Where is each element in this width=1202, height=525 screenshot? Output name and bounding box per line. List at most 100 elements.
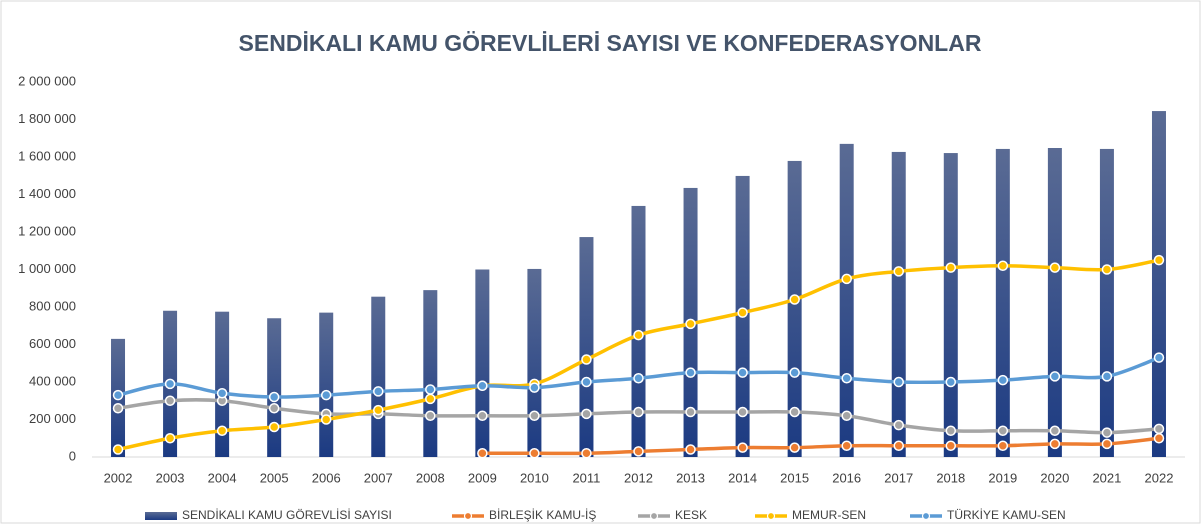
x-tick-label: 2015 <box>780 470 809 485</box>
chart-title: SENDİKALI KAMU GÖREVLİLERİ SAYISI VE KON… <box>239 30 982 56</box>
line-marker <box>164 395 176 406</box>
line-marker <box>945 440 957 451</box>
bar <box>423 290 438 457</box>
y-tick-label: 1 200 000 <box>18 223 76 238</box>
line-marker <box>216 425 228 436</box>
line-marker <box>893 266 904 277</box>
line-marker <box>1153 254 1165 266</box>
line-marker <box>581 354 592 365</box>
line-marker <box>1153 352 1165 363</box>
line-marker <box>1153 433 1165 444</box>
line-marker <box>529 382 540 393</box>
x-tick-label: 2018 <box>936 470 965 485</box>
x-tick-label: 2016 <box>832 470 861 485</box>
line-marker <box>164 378 176 390</box>
bar <box>319 312 334 457</box>
line-marker <box>789 294 800 305</box>
line-marker <box>685 318 696 330</box>
x-tick-label: 2007 <box>364 470 393 485</box>
line-marker <box>737 442 748 453</box>
bar <box>891 151 906 457</box>
x-tick-label: 2011 <box>572 470 600 485</box>
bar <box>1151 111 1166 457</box>
y-tick-label: 800 000 <box>29 298 76 313</box>
y-tick-label: 1 400 000 <box>18 186 76 201</box>
y-tick-label: 1 600 000 <box>18 148 76 163</box>
legend-marker <box>649 511 659 521</box>
x-tick-label: 2017 <box>884 470 913 485</box>
line-marker <box>1153 423 1165 435</box>
legend-label: BİRLEŞİK KAMU-İŞ <box>489 508 596 522</box>
x-tick-label: 2002 <box>104 470 133 485</box>
line-marker <box>320 389 332 401</box>
legend-marker <box>463 511 473 521</box>
line-marker <box>685 406 696 418</box>
line-marker <box>320 414 332 425</box>
line-marker <box>581 448 592 459</box>
line-marker <box>789 367 800 378</box>
line-marker <box>893 440 904 451</box>
line-marker <box>477 380 488 391</box>
line-marker <box>477 448 488 459</box>
line-marker <box>268 391 280 403</box>
line-marker <box>1049 438 1061 450</box>
x-tick-label: 2004 <box>208 470 237 485</box>
line-marker <box>841 440 852 451</box>
line-marker <box>1049 425 1061 436</box>
y-tick-label: 400 000 <box>29 373 76 388</box>
line-marker <box>1049 262 1061 273</box>
line-marker <box>216 388 228 399</box>
bar <box>579 237 594 457</box>
x-tick-label: 2005 <box>260 470 289 485</box>
line-marker <box>945 376 957 388</box>
line-marker <box>425 384 436 395</box>
line-marker <box>737 406 748 418</box>
line-marker <box>633 406 644 418</box>
line-marker <box>425 410 436 421</box>
legend-label: MEMUR-SEN <box>792 508 866 522</box>
bar <box>267 318 282 457</box>
bar <box>1099 148 1114 457</box>
line-marker <box>997 260 1009 271</box>
line-marker <box>685 444 696 455</box>
line-marker <box>529 448 540 459</box>
line-marker <box>685 367 696 378</box>
line-marker <box>581 408 592 420</box>
line-marker <box>997 374 1009 386</box>
line-marker <box>1101 371 1113 382</box>
line-marker <box>633 329 644 341</box>
bar <box>839 143 854 457</box>
line-marker <box>373 404 384 416</box>
bar <box>475 269 490 457</box>
line-marker <box>164 433 176 444</box>
line-marker <box>373 386 384 397</box>
y-tick-label: 600 000 <box>29 336 76 351</box>
x-tick-label: 2006 <box>312 470 341 485</box>
line-marker <box>477 410 488 421</box>
x-tick-label: 2009 <box>468 470 497 485</box>
line-marker <box>581 376 592 388</box>
line-marker <box>268 421 280 433</box>
legend-label: SENDİKALI KAMU GÖREVLİSİ SAYISI <box>182 508 392 522</box>
line-marker <box>112 389 124 401</box>
line-marker <box>1101 427 1113 438</box>
line-marker <box>737 307 748 318</box>
line-marker <box>893 376 904 388</box>
bar <box>371 296 386 457</box>
line-marker <box>841 410 852 421</box>
line-marker <box>789 442 800 453</box>
line-marker <box>1049 371 1061 382</box>
line-marker <box>997 425 1009 436</box>
line-marker <box>1101 264 1113 275</box>
line-marker <box>841 373 852 384</box>
line-marker <box>893 419 904 431</box>
y-tick-label: 2 000 000 <box>18 73 76 88</box>
y-tick-label: 1 800 000 <box>18 111 76 126</box>
line-marker <box>112 403 124 414</box>
line-marker <box>529 410 540 421</box>
x-tick-label: 2021 <box>1092 470 1121 485</box>
bar <box>1047 148 1062 457</box>
line-marker <box>1101 438 1113 450</box>
legend-swatch <box>145 512 177 520</box>
